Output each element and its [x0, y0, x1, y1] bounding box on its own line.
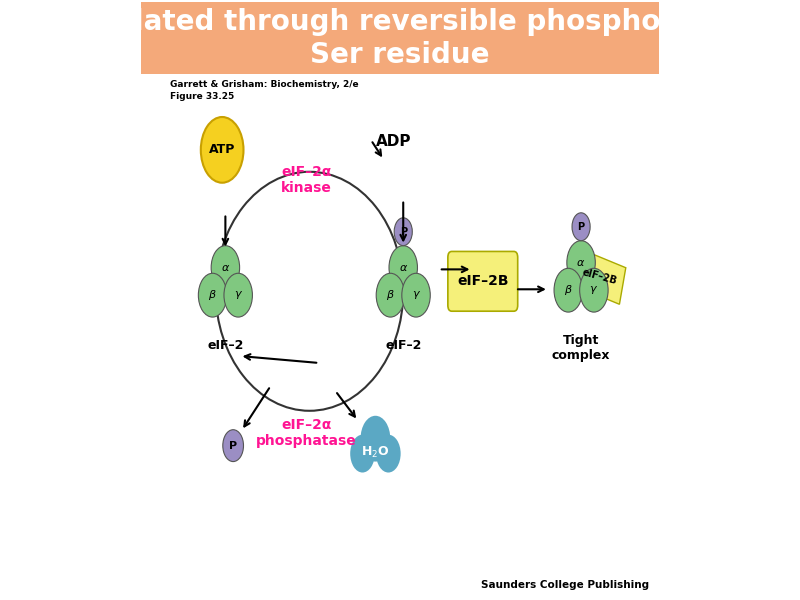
Text: Tight
complex: Tight complex [552, 334, 610, 362]
Text: ATP: ATP [209, 143, 235, 157]
Circle shape [198, 273, 227, 317]
Text: eIF–2α
phosphatase: eIF–2α phosphatase [256, 418, 357, 448]
Text: $\alpha$: $\alpha$ [398, 263, 408, 272]
Polygon shape [573, 248, 626, 304]
Text: eIF–2B: eIF–2B [457, 274, 509, 289]
Text: P: P [229, 440, 238, 451]
Circle shape [201, 117, 243, 183]
Text: H$_2$O: H$_2$O [361, 445, 390, 460]
Circle shape [211, 245, 240, 289]
FancyBboxPatch shape [448, 251, 518, 311]
Circle shape [350, 434, 374, 473]
Text: eIF–2α
kinase: eIF–2α kinase [281, 164, 332, 195]
Text: P: P [578, 222, 585, 232]
Text: Saunders College Publishing: Saunders College Publishing [481, 580, 649, 590]
Text: eIF–2B: eIF–2B [581, 267, 618, 286]
Circle shape [376, 273, 405, 317]
Circle shape [222, 430, 243, 461]
Text: $\alpha$: $\alpha$ [221, 263, 230, 272]
Circle shape [361, 416, 390, 461]
Text: eIF–2: eIF–2 [207, 339, 243, 352]
Text: $\beta$: $\beta$ [386, 288, 395, 302]
Circle shape [224, 273, 253, 317]
Circle shape [389, 245, 418, 289]
Text: eIF–2: eIF–2 [385, 339, 422, 352]
Circle shape [567, 241, 595, 284]
Text: $\gamma$: $\gamma$ [590, 284, 598, 296]
Text: $\gamma$: $\gamma$ [234, 289, 242, 301]
Text: $\gamma$: $\gamma$ [411, 289, 421, 301]
Text: Figure 33.25: Figure 33.25 [170, 92, 234, 101]
Circle shape [554, 268, 582, 312]
Text: $\beta$: $\beta$ [208, 288, 217, 302]
Text: P: P [400, 227, 406, 237]
Circle shape [580, 268, 608, 312]
Text: $\alpha$: $\alpha$ [577, 257, 586, 268]
Text: eIF2 is regulated through reversible phosphorylation of a
Ser residue: eIF2 is regulated through reversible pho… [0, 8, 800, 68]
Circle shape [572, 213, 590, 241]
Circle shape [402, 273, 430, 317]
Text: Garrett & Grisham: Biochemistry, 2/e: Garrett & Grisham: Biochemistry, 2/e [170, 80, 359, 89]
Text: $\beta$: $\beta$ [564, 283, 573, 297]
Circle shape [376, 434, 401, 473]
Text: ADP: ADP [376, 134, 411, 149]
FancyBboxPatch shape [142, 2, 658, 74]
Circle shape [394, 218, 412, 245]
